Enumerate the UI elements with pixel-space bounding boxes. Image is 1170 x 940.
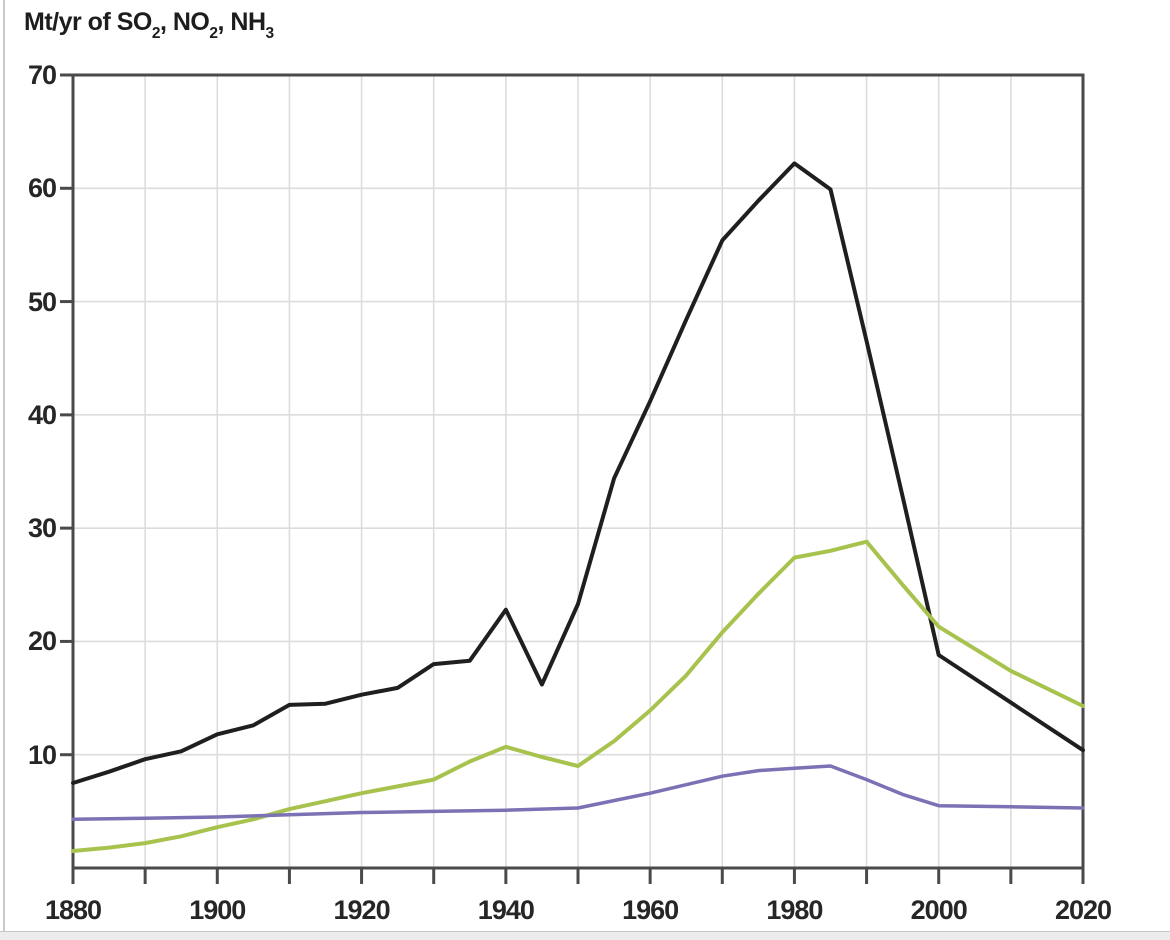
y-tick-label: 70	[27, 60, 57, 90]
x-tick-label: 1920	[333, 895, 391, 925]
y-tick-label: 10	[27, 739, 57, 770]
y-tick-label: 40	[27, 399, 57, 430]
y-tick-label: 20	[27, 626, 57, 657]
series-line-no2	[71, 539, 1085, 853]
x-tick-label: 2020	[1054, 895, 1112, 925]
title-text: Mt/yr of SO	[24, 8, 152, 36]
title-subscript: 2	[209, 25, 218, 43]
title-subscript: 3	[265, 25, 275, 43]
title-subscript: 2	[151, 25, 161, 43]
title-text: , NO	[159, 8, 210, 36]
title-text: , NH	[217, 8, 267, 36]
x-tick-label: 1900	[189, 895, 246, 925]
y-tick-label: 30	[27, 513, 57, 544]
screen-left-edge-line	[3, 0, 5, 940]
x-tick-label: 1960	[622, 895, 679, 925]
series-line-so2	[71, 161, 1085, 785]
series-line-nh3	[71, 764, 1085, 822]
plot-border	[71, 73, 1085, 870]
x-tick-label: 1880	[44, 895, 102, 925]
bottom-edge-strip	[0, 931, 1170, 940]
x-tick-label: 1980	[766, 895, 823, 925]
x-tick-label: 1940	[477, 895, 535, 925]
x-tick-label: 2000	[910, 895, 968, 925]
y-tick-label: 50	[27, 286, 57, 317]
chart-title: Mt/yr of SO2, NO2, NH3	[24, 8, 275, 43]
y-tick-label: 60	[27, 173, 57, 204]
